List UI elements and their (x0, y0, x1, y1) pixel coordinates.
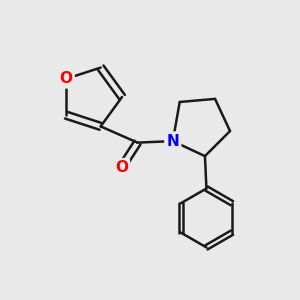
Text: O: O (60, 71, 73, 86)
Text: O: O (115, 160, 128, 175)
Text: N: N (167, 134, 179, 148)
